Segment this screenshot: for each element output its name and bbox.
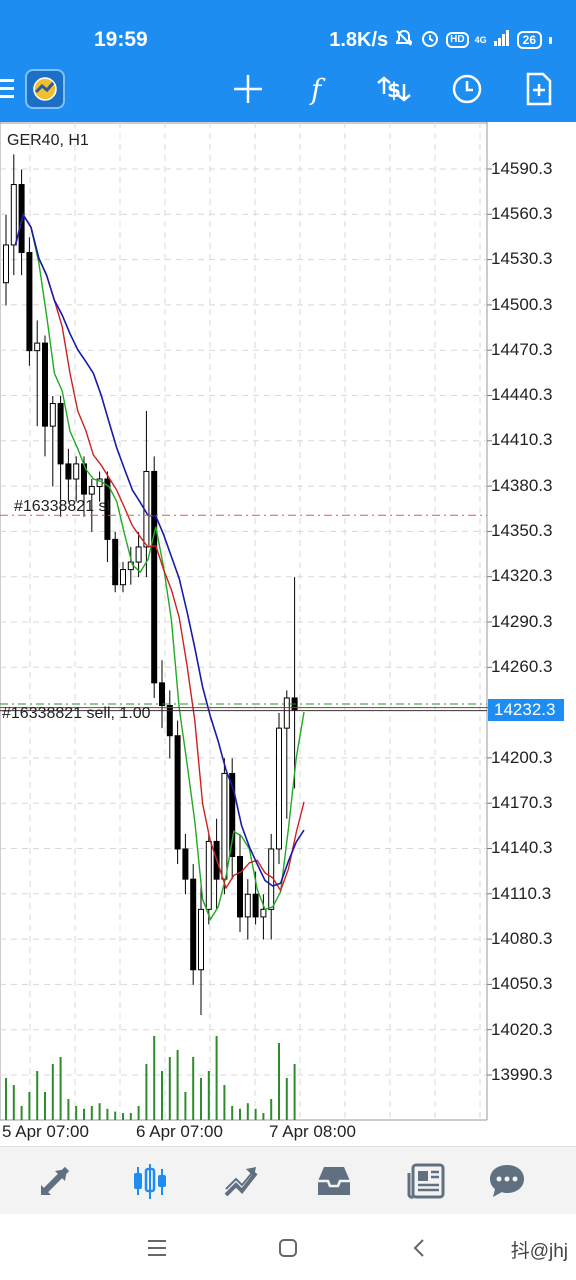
open-order-label[interactable]: #16338821 sell, 1.00: [2, 705, 151, 722]
price-axis-label: 14080.3: [491, 929, 553, 948]
candle-body: [151, 470, 158, 684]
price-axis-label: 14440.3: [491, 385, 553, 404]
chart-canvas[interactable]: [0, 122, 576, 1146]
history-icon[interactable]: [304, 1147, 364, 1215]
candle-body: [182, 848, 189, 880]
system-navigation-bar: 抖@jhj: [0, 1214, 576, 1280]
menu-icon[interactable]: [0, 66, 16, 112]
alarm-icon: [420, 28, 440, 52]
network-type: 4G: [474, 34, 487, 45]
chart-icon[interactable]: [120, 1147, 180, 1215]
candle-body: [73, 463, 80, 480]
candle-body: [283, 697, 290, 729]
candle-body: [3, 244, 9, 284]
hd-badge: HD: [446, 32, 469, 48]
battery-indicator: 26: [516, 31, 542, 49]
candle-body: [260, 908, 267, 918]
candle-body: [252, 893, 259, 918]
watermark: 抖@jhj: [510, 1241, 568, 1262]
candle-body: [49, 403, 56, 427]
candle-body: [159, 682, 165, 707]
candle-body: [237, 856, 243, 918]
bottom-navigation: [0, 1146, 576, 1214]
clock-icon[interactable]: [449, 66, 485, 112]
add-document-icon[interactable]: [522, 66, 556, 112]
candle-body: [198, 908, 204, 971]
news-icon[interactable]: [397, 1147, 457, 1215]
signal-icon: [493, 29, 511, 51]
candle-body: [120, 569, 126, 586]
quotes-icon[interactable]: [27, 1147, 87, 1215]
candle-body: [190, 878, 197, 971]
network-speed: 1.8K/s: [329, 28, 389, 51]
candle-body: [244, 893, 251, 918]
price-axis-label: 14140.3: [491, 838, 553, 857]
price-axis-label: 14500.3: [491, 295, 553, 314]
crosshair-icon[interactable]: [230, 66, 266, 112]
battery-tip: [549, 36, 552, 44]
svg-text:f: f: [309, 73, 326, 105]
candle-body: [229, 772, 236, 858]
price-axis-label: 14020.3: [491, 1020, 553, 1039]
price-axis-label: 14050.3: [491, 974, 553, 993]
time-axis-label: 6 Apr 07:00: [136, 1122, 223, 1141]
svg-text:$: $: [387, 78, 401, 102]
chart-toolbar: f $: [0, 66, 576, 112]
back-icon[interactable]: [394, 1228, 444, 1268]
candle-body: [57, 403, 64, 465]
candle-body: [26, 252, 33, 352]
price-axis-label: 14170.3: [491, 793, 553, 812]
price-axis-label: 14110.3: [491, 884, 552, 903]
logo-box: [25, 69, 65, 109]
trade-icon[interactable]: [212, 1147, 272, 1215]
price-axis-label: 14590.3: [491, 159, 553, 178]
price-axis-label: 14320.3: [491, 566, 553, 585]
app-header: 19:59 1.8K/s HD 4G 26: [0, 0, 576, 122]
price-axis-label: 13990.3: [491, 1065, 553, 1084]
price-axis-label: 14350.3: [491, 521, 553, 540]
moving-average-medium: [14, 213, 305, 893]
home-icon[interactable]: [263, 1228, 313, 1268]
recent-apps-icon[interactable]: [132, 1228, 182, 1268]
price-axis-label: 14470.3: [491, 340, 553, 359]
price-axis-label: 14530.3: [491, 249, 553, 268]
trade-dollar-icon[interactable]: $: [374, 66, 414, 112]
candle-body: [65, 463, 72, 480]
price-axis-label: 14200.3: [491, 748, 553, 767]
candle-body: [42, 342, 48, 427]
price-axis-label: 14260.3: [491, 657, 553, 676]
candle-body: [166, 705, 173, 737]
candle-body: [221, 772, 228, 880]
candle-body: [112, 538, 119, 586]
stop-loss-order-label[interactable]: #16338821 sl: [14, 498, 111, 515]
time-axis-label: 7 Apr 08:00: [269, 1122, 356, 1141]
status-bar: 19:59 1.8K/s HD 4G 26: [0, 0, 576, 70]
candle-body: [34, 342, 41, 352]
candle-body: [10, 184, 17, 246]
time-axis-label: 5 Apr 07:00: [2, 1122, 89, 1141]
moving-average-slow: [14, 212, 305, 887]
candle-body: [104, 478, 111, 540]
current-price-tag: 14232.3: [488, 699, 564, 721]
price-axis-label: 14380.3: [491, 476, 553, 495]
battery-level: 26: [522, 33, 536, 47]
candle-body: [276, 727, 282, 850]
candle-body: [88, 486, 95, 495]
moving-average-fast: [14, 213, 305, 921]
price-axis-label: 14410.3: [491, 430, 553, 449]
price-chart[interactable]: GER40, H1 14590.3 14560.3 14530.3 14500.…: [0, 122, 576, 1146]
price-axis-label: 14290.3: [491, 612, 553, 631]
chart-symbol-title: GER40, H1: [7, 132, 89, 149]
status-indicators: 1.8K/s HD 4G 26: [329, 28, 552, 52]
price-axis-label: 14560.3: [491, 204, 553, 223]
candle-body: [205, 840, 212, 910]
chat-icon[interactable]: [477, 1147, 537, 1215]
candle-body: [135, 546, 142, 563]
candle-body: [174, 735, 181, 850]
status-time: 19:59: [94, 28, 148, 51]
mute-bell-icon: [394, 28, 414, 52]
app-logo-icon[interactable]: [25, 66, 65, 112]
function-icon[interactable]: f: [304, 66, 336, 112]
